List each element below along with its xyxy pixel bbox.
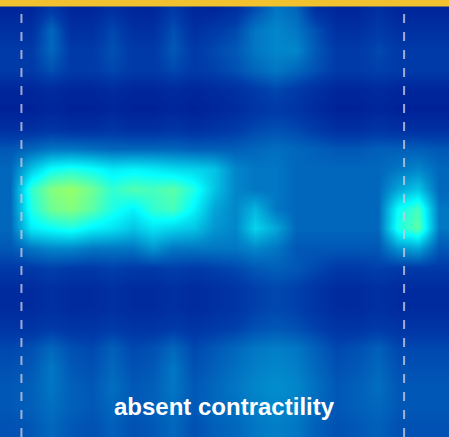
svg-text:absent contractility: absent contractility: [114, 393, 335, 420]
